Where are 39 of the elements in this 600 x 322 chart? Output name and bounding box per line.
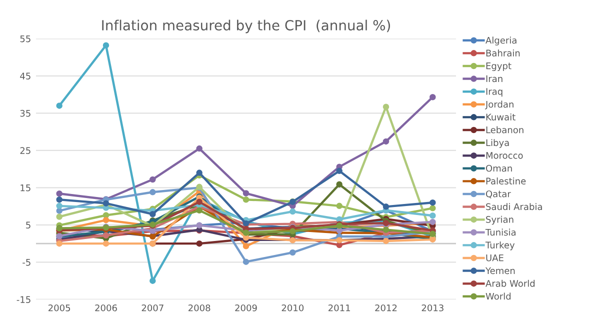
x-tick-label: 2008 xyxy=(188,304,210,312)
x-tick-label: 2013 xyxy=(422,304,444,312)
legend-label: Bahrain xyxy=(486,49,520,56)
x-tick-label: 2011 xyxy=(328,304,350,312)
legend-label: UAE xyxy=(486,254,504,262)
chart-title: Inflation measured by the CPI (annual %) xyxy=(102,20,390,34)
x-tick-label: 2007 xyxy=(142,304,164,312)
y-tick-label: 5 xyxy=(26,222,30,228)
legend-label: Oman xyxy=(486,164,512,172)
legend-label: Tunisia xyxy=(485,228,516,236)
x-tick-label: 2006 xyxy=(95,304,117,312)
y-tick-label: 35 xyxy=(20,110,30,117)
legend-label: Iran xyxy=(486,75,502,82)
legend-label: Iraq xyxy=(486,88,502,97)
y-tick-label: 45 xyxy=(20,72,30,80)
legend-label: Palestine xyxy=(486,177,526,184)
y-tick-label: 55 xyxy=(20,35,30,42)
legend-label: Qatar xyxy=(486,190,511,198)
x-tick-label: 2010 xyxy=(282,304,304,312)
legend-label: Syrian xyxy=(486,216,514,225)
legend-label: Turkey xyxy=(485,241,515,250)
legend-label: Algeria xyxy=(486,36,516,46)
y-tick-label: 15 xyxy=(20,184,30,192)
legend-label: Libya xyxy=(486,139,509,148)
legend-label: Lebanon xyxy=(486,126,524,134)
y-tick-label: 25 xyxy=(20,147,30,154)
legend-label: Kuwait xyxy=(486,113,516,120)
x-tick-label: 2012 xyxy=(375,304,397,312)
legend-label: Yemen xyxy=(485,267,515,274)
legend-label: Jordan xyxy=(485,100,514,110)
y-tick-label: -5 xyxy=(22,259,30,266)
legend-label: Egypt xyxy=(486,62,512,72)
x-tick-label: 2009 xyxy=(235,304,257,312)
legend-label: World xyxy=(486,292,511,300)
legend-label: Morocco xyxy=(486,152,523,159)
legend-label: Arab World xyxy=(486,280,535,287)
x-tick-label: 2005 xyxy=(48,304,70,312)
y-tick-label: -15 xyxy=(16,296,30,304)
legend-label: Saudi Arabia xyxy=(486,203,542,210)
